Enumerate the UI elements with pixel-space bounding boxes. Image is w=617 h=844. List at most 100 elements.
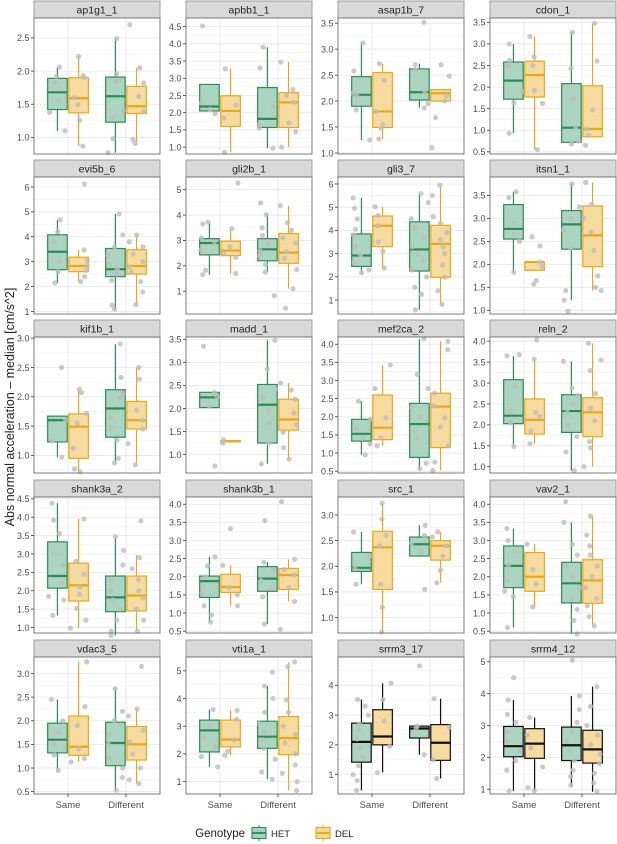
data-point bbox=[560, 227, 567, 233]
data-point bbox=[264, 241, 271, 247]
data-point bbox=[114, 78, 120, 84]
data-point bbox=[141, 80, 147, 86]
data-point bbox=[140, 259, 146, 265]
data-point bbox=[506, 57, 513, 63]
data-point bbox=[412, 67, 418, 73]
data-point bbox=[571, 468, 577, 474]
y-tick-label: 4.5 bbox=[17, 494, 30, 504]
data-point bbox=[291, 598, 298, 605]
data-point bbox=[283, 305, 289, 311]
y-tick-label: 3.0 bbox=[473, 378, 486, 388]
y-tick-label: 1.0 bbox=[17, 623, 30, 633]
iqr-box bbox=[68, 715, 89, 756]
data-point bbox=[534, 337, 540, 343]
data-point bbox=[292, 762, 298, 768]
data-point bbox=[210, 706, 216, 713]
panel-gli2b_1: gli2b_1 1 2 3 4 5 bbox=[176, 159, 313, 315]
data-point bbox=[256, 122, 262, 128]
y-tick-label: 2.0 bbox=[17, 66, 30, 76]
data-point bbox=[442, 251, 448, 257]
y-tick-label: 3.5 bbox=[473, 191, 486, 201]
data-point bbox=[437, 567, 443, 573]
data-point bbox=[519, 88, 525, 94]
data-point bbox=[198, 754, 204, 760]
data-point bbox=[575, 392, 581, 399]
data-point bbox=[572, 125, 579, 131]
box-different-het bbox=[257, 337, 279, 467]
data-point bbox=[111, 718, 117, 724]
facet-title: vti1a_1 bbox=[232, 644, 266, 656]
data-point bbox=[443, 543, 449, 549]
data-point bbox=[232, 254, 239, 261]
data-point bbox=[377, 581, 384, 587]
facet-title: mef2ca_2 bbox=[378, 324, 424, 336]
data-point bbox=[134, 407, 140, 413]
data-point bbox=[116, 395, 122, 402]
iqr-box bbox=[372, 530, 393, 590]
data-point bbox=[504, 711, 511, 717]
y-tick-label: 3.0 bbox=[473, 214, 486, 224]
data-point bbox=[48, 696, 54, 703]
data-point bbox=[592, 20, 598, 26]
data-point bbox=[134, 628, 141, 634]
data-point bbox=[571, 757, 577, 764]
data-point bbox=[598, 287, 604, 294]
data-point bbox=[84, 257, 90, 264]
data-point bbox=[115, 455, 121, 461]
data-point bbox=[531, 788, 537, 794]
y-tick-label: 1.0 bbox=[17, 133, 30, 143]
data-point bbox=[587, 513, 594, 519]
y-tick-label: 3.5 bbox=[321, 18, 334, 28]
data-point bbox=[140, 727, 146, 733]
facet-title: kif1b_1 bbox=[80, 324, 114, 336]
facet-title: asap1b_7 bbox=[378, 5, 424, 17]
data-point bbox=[120, 108, 126, 114]
data-point bbox=[563, 287, 569, 294]
data-point bbox=[140, 244, 146, 250]
data-point bbox=[52, 280, 58, 286]
data-point bbox=[574, 433, 580, 440]
data-point bbox=[583, 585, 589, 591]
data-point bbox=[505, 537, 511, 544]
data-point bbox=[199, 23, 206, 29]
data-point bbox=[135, 577, 141, 583]
panel-border bbox=[33, 336, 161, 474]
data-point bbox=[575, 138, 582, 144]
data-point bbox=[55, 729, 62, 736]
panel-border bbox=[489, 496, 617, 634]
data-point bbox=[256, 720, 262, 727]
data-point bbox=[373, 108, 379, 115]
y-tick-label: 2.0 bbox=[169, 572, 182, 582]
data-point bbox=[201, 603, 207, 609]
data-point bbox=[108, 632, 114, 639]
box-different-del bbox=[277, 499, 299, 632]
y-tick-label: 1.5 bbox=[473, 590, 486, 600]
data-point bbox=[355, 696, 361, 703]
data-point bbox=[569, 729, 575, 735]
data-point bbox=[362, 452, 368, 458]
data-point bbox=[418, 548, 424, 554]
data-point bbox=[446, 73, 452, 79]
data-point bbox=[430, 403, 437, 409]
facet-title: reln_2 bbox=[538, 324, 567, 336]
y-tick-label: 2 bbox=[176, 749, 181, 759]
y-tick-label: 1.0 bbox=[473, 306, 486, 316]
box-same-het bbox=[199, 554, 220, 625]
data-point bbox=[414, 723, 420, 729]
panel-border bbox=[489, 17, 617, 155]
y-tick-label: 3 bbox=[176, 721, 181, 731]
y-tick-label: 2.5 bbox=[169, 91, 182, 101]
data-point bbox=[445, 443, 451, 449]
data-point bbox=[594, 684, 600, 690]
data-point bbox=[376, 61, 383, 67]
panel-border bbox=[185, 656, 313, 795]
data-point bbox=[531, 87, 538, 94]
data-point bbox=[511, 100, 517, 106]
iqr-box bbox=[582, 729, 603, 764]
data-point bbox=[424, 274, 430, 280]
data-point bbox=[117, 606, 124, 612]
data-point bbox=[379, 604, 385, 610]
data-point bbox=[136, 376, 143, 382]
y-tick-label: 1 bbox=[328, 770, 333, 780]
y-tick-label: 1.5 bbox=[321, 587, 334, 597]
